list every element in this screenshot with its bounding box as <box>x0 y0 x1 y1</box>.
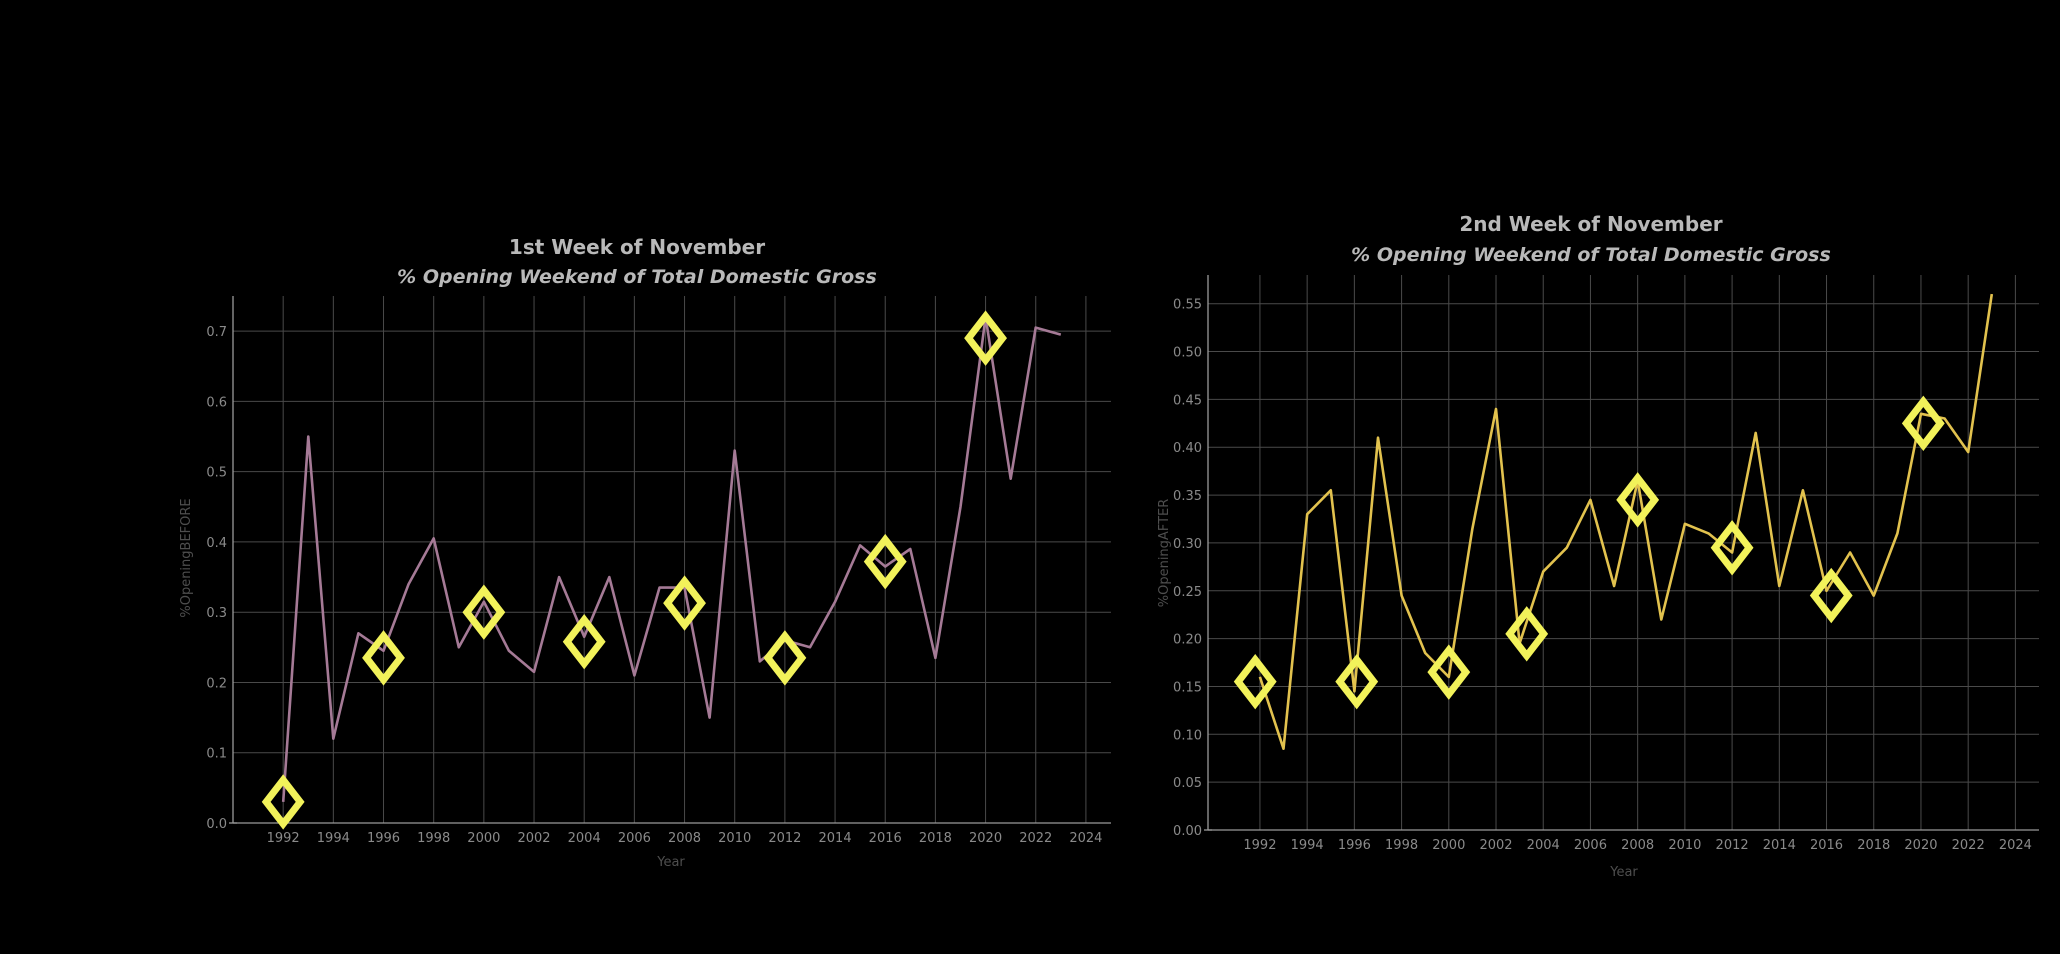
diamond-marker <box>462 584 506 640</box>
diamond-marker <box>663 575 706 631</box>
x-tick-label: 2014 <box>819 831 852 846</box>
diamond-marker <box>1505 606 1549 662</box>
y-tick-label: 0.3 <box>206 606 227 621</box>
diamond-marker <box>1616 472 1660 528</box>
x-tick-label: 2002 <box>517 831 550 846</box>
y-tick-label: 0.00 <box>1173 824 1202 839</box>
x-tick-label: 2010 <box>718 831 751 846</box>
chart-1-y-tick-labels: 0.0 0.1 0.2 0.3 0.4 0.5 0.6 0.7 <box>206 325 227 832</box>
chart-1-markers <box>261 310 1007 830</box>
x-tick-label: 2000 <box>467 831 500 846</box>
y-tick-label: 0.55 <box>1173 298 1202 313</box>
x-tick-label: 2004 <box>568 831 601 846</box>
diamond-marker <box>964 310 1007 366</box>
x-tick-label: 2024 <box>1069 831 1102 846</box>
chart-2-y-tick-labels: 0.00 0.05 0.10 0.15 0.20 0.25 0.30 0.35 0.40 0.45… <box>1173 298 1202 839</box>
y-tick-label: 0.50 <box>1173 346 1202 361</box>
x-tick-label: 2012 <box>768 831 801 846</box>
x-tick-label: 2020 <box>969 831 1002 846</box>
diamond-marker <box>1233 653 1277 710</box>
y-tick-label: 0.5 <box>206 466 227 481</box>
y-tick-label: 0.6 <box>206 395 227 410</box>
x-tick-label: 1992 <box>267 831 300 846</box>
x-tick-label: 1996 <box>1338 838 1371 853</box>
diamond-marker <box>863 533 907 590</box>
x-tick-label: 2014 <box>1763 838 1796 853</box>
x-tick-label: 2018 <box>1857 838 1890 853</box>
y-tick-label: 0.45 <box>1173 393 1202 408</box>
x-tick-label: 2002 <box>1479 838 1512 853</box>
y-tick-label: 0.40 <box>1173 441 1202 456</box>
x-tick-label: 1992 <box>1243 838 1276 853</box>
chart-1-series-line <box>281 315 1062 802</box>
x-tick-label: 2024 <box>1999 838 2032 853</box>
chart-2-title: 2nd Week of November <box>1459 212 1722 236</box>
chart-1-title: 1st Week of November <box>509 235 765 259</box>
x-tick-label: 2006 <box>1574 838 1607 853</box>
y-tick-label: 0.30 <box>1173 537 1202 552</box>
diamond-marker <box>562 613 606 670</box>
x-tick-label: 2006 <box>618 831 651 846</box>
chart-2-y-axis-label: %OpeningAFTER <box>1157 499 1172 608</box>
x-tick-label: 1998 <box>417 831 450 846</box>
diamond-marker <box>1809 567 1853 624</box>
chart-1st-week: 1st Week of November % Opening Weekend o… <box>179 235 1111 870</box>
y-tick-label: 0.4 <box>206 536 227 551</box>
diamond-marker <box>1901 395 1945 452</box>
x-tick-label: 2004 <box>1527 838 1560 853</box>
y-tick-label: 0.20 <box>1173 633 1202 648</box>
y-tick-label: 0.05 <box>1173 776 1202 791</box>
x-tick-label: 2008 <box>668 831 701 846</box>
y-tick-label: 0.10 <box>1173 728 1202 743</box>
chart-2-x-axis-label: Year <box>1609 865 1638 880</box>
chart-2-markers <box>1233 395 1945 710</box>
x-tick-label: 1996 <box>367 831 400 846</box>
chart-1-x-tick-labels: 1992 1994 1996 1998 2000 2002 2004 2006 2008 2010… <box>267 831 1103 846</box>
diamond-marker <box>1335 653 1379 710</box>
x-tick-label: 1994 <box>1291 838 1324 853</box>
diamond-marker <box>763 630 807 686</box>
x-tick-label: 1994 <box>317 831 350 846</box>
y-tick-label: 0.0 <box>206 817 227 832</box>
y-tick-label: 0.1 <box>206 747 227 762</box>
chart-1-subtitle: % Opening Weekend of Total Domestic Gros… <box>397 266 877 288</box>
chart-2-series-line <box>1258 293 1994 750</box>
y-tick-label: 0.7 <box>206 325 227 340</box>
x-tick-label: 2016 <box>1810 838 1843 853</box>
x-tick-label: 2010 <box>1668 838 1701 853</box>
y-tick-label: 0.35 <box>1173 489 1202 504</box>
diamond-marker <box>1427 644 1471 700</box>
x-tick-label: 2022 <box>1019 831 1052 846</box>
x-tick-label: 2000 <box>1432 838 1465 853</box>
x-tick-label: 2018 <box>919 831 952 846</box>
x-tick-label: 2020 <box>1904 838 1937 853</box>
x-tick-label: 2022 <box>1952 838 1985 853</box>
chart-2-subtitle: % Opening Weekend of Total Domestic Gros… <box>1351 244 1831 266</box>
diamond-marker <box>1710 519 1754 576</box>
x-tick-label: 1998 <box>1385 838 1418 853</box>
x-tick-label: 2008 <box>1621 838 1654 853</box>
chart-2nd-week: 2nd Week of November % Opening Weekend o… <box>1157 212 2039 880</box>
y-tick-label: 0.25 <box>1173 585 1202 600</box>
y-tick-label: 0.2 <box>206 676 227 691</box>
chart-1-x-axis-label: Year <box>656 855 685 870</box>
diamond-marker <box>362 630 405 686</box>
diamond-marker <box>261 774 305 830</box>
chart-1-y-axis-label: %OpeningBEFORE <box>179 498 194 617</box>
x-tick-label: 2012 <box>1716 838 1749 853</box>
y-tick-label: 0.15 <box>1173 680 1202 695</box>
chart-2-x-tick-labels: 1992 1994 1996 1998 2000 2002 2004 2006 2008 2010… <box>1243 838 2032 853</box>
x-tick-label: 2016 <box>869 831 902 846</box>
